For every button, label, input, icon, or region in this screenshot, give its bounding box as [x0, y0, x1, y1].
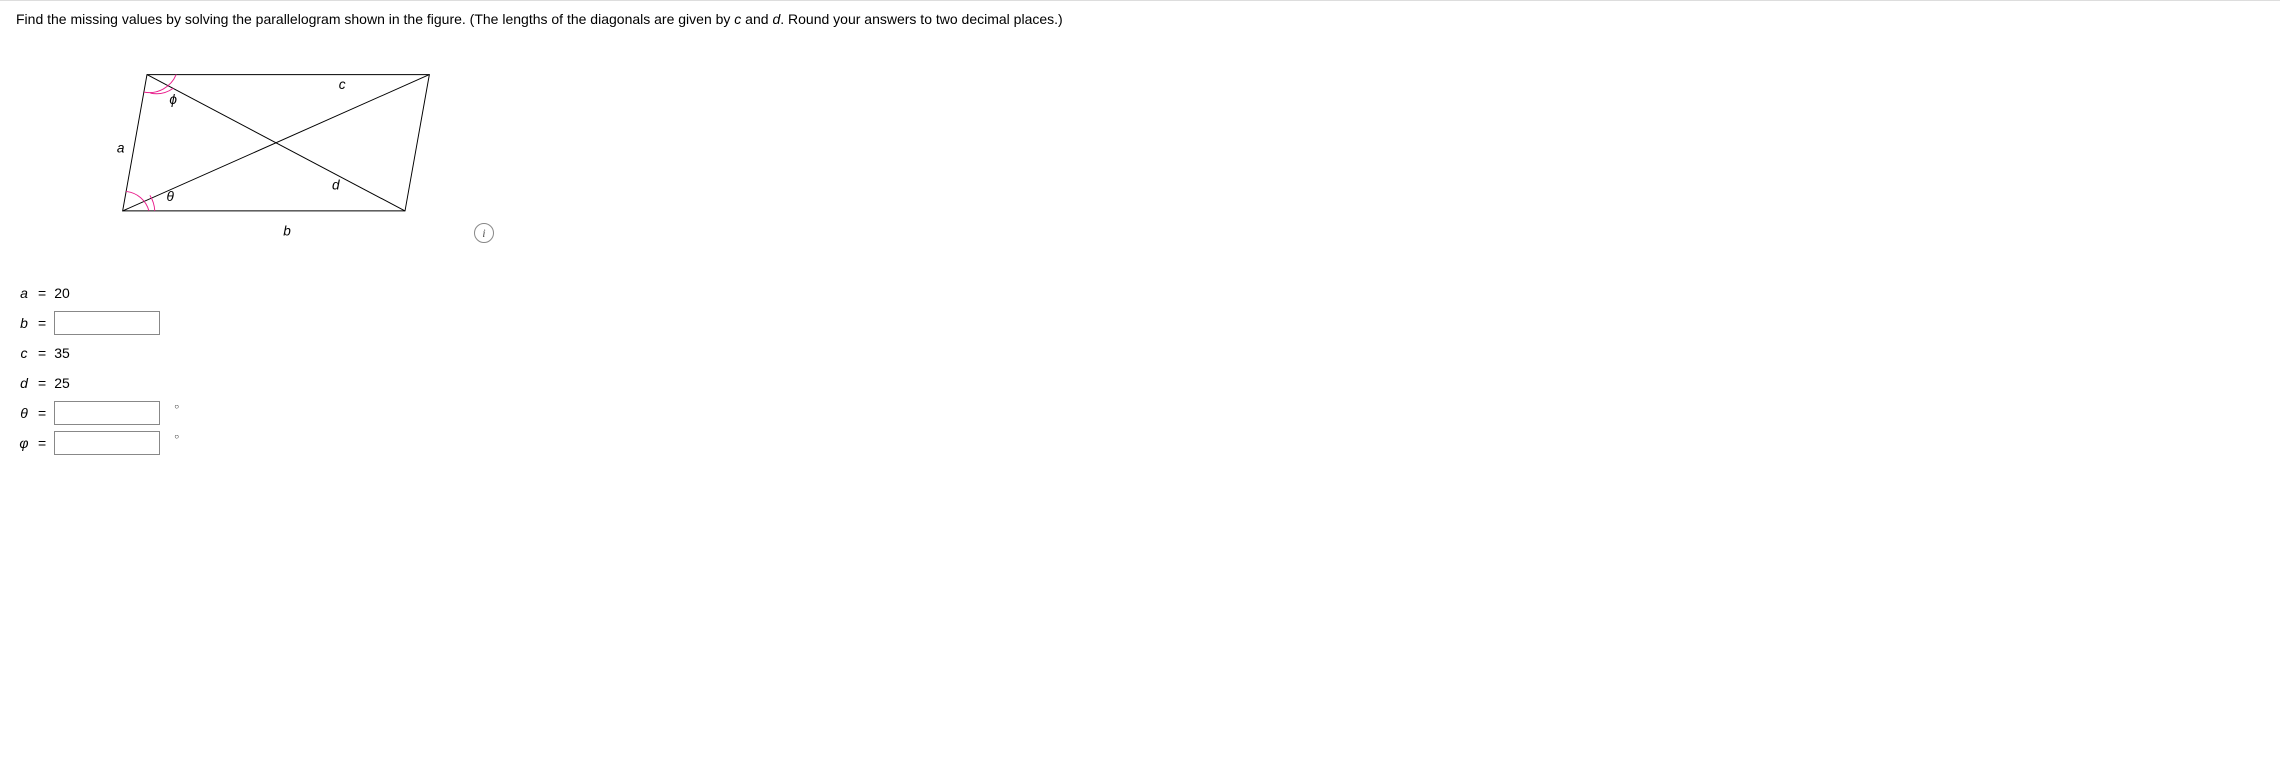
equals-sign: =	[38, 428, 46, 459]
var-label-theta: θ	[16, 398, 32, 429]
equals-sign: =	[38, 338, 46, 369]
label-phi: ϕ	[169, 92, 177, 107]
input-phi[interactable]	[54, 431, 160, 455]
label-b: b	[283, 223, 291, 238]
degree-symbol: ○	[174, 428, 179, 446]
problem-text-3: . Round your answers to two decimal plac…	[780, 11, 1062, 27]
input-theta[interactable]	[54, 401, 160, 425]
info-icon[interactable]: i	[474, 223, 494, 243]
label-d: d	[332, 178, 340, 193]
input-b[interactable]	[54, 311, 160, 335]
var-label-b: b	[16, 308, 32, 339]
value-c: 35	[52, 338, 70, 369]
equals-sign: =	[38, 278, 46, 309]
value-row-d: d = 25	[16, 368, 2264, 398]
problem-text-2: and	[741, 11, 772, 27]
degree-symbol: ○	[174, 398, 179, 416]
var-label-d: d	[16, 368, 32, 399]
problem-statement: Find the missing values by solving the p…	[16, 9, 2264, 30]
parallelogram-figure: a b c d θ ϕ	[106, 60, 446, 248]
value-row-phi: φ = ○	[16, 428, 2264, 458]
value-row-theta: θ = ○	[16, 398, 2264, 428]
equals-sign: =	[38, 398, 46, 429]
value-row-c: c = 35	[16, 338, 2264, 368]
var-label-a: a	[16, 278, 32, 309]
value-a: 20	[52, 278, 70, 309]
label-a: a	[117, 141, 125, 156]
problem-text-1: Find the missing values by solving the p…	[16, 11, 734, 27]
var-label-phi: φ	[16, 428, 32, 459]
var-label-c: c	[16, 338, 32, 369]
label-c: c	[339, 77, 346, 92]
figure-area: a b c d θ ϕ i	[106, 60, 2264, 248]
values-list: a = 20 b = c = 35 d = 25 θ = ○ φ = ○	[16, 278, 2264, 458]
value-d: 25	[52, 368, 70, 399]
value-row-b: b =	[16, 308, 2264, 338]
label-theta: θ	[166, 189, 174, 204]
equals-sign: =	[38, 368, 46, 399]
phi-arc	[144, 75, 176, 94]
equals-sign: =	[38, 308, 46, 339]
value-row-a: a = 20	[16, 278, 2264, 308]
